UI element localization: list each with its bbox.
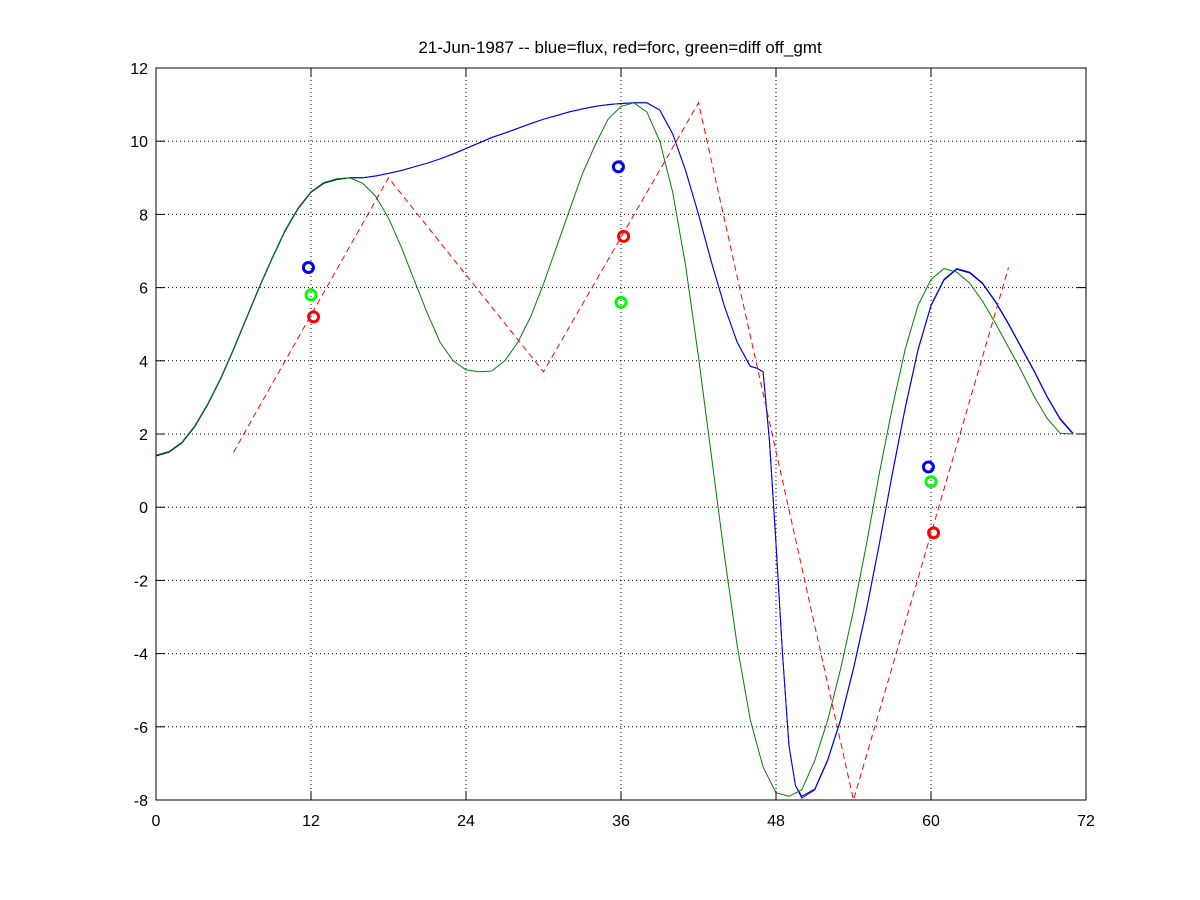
- series-line-2: [155, 102, 1074, 797]
- y-tick-label: 6: [139, 281, 148, 298]
- x-tick-label: 72: [1077, 813, 1095, 830]
- y-tick-label: -4: [134, 647, 148, 664]
- y-tick-label: 10: [130, 134, 148, 151]
- x-tick-label: 48: [767, 813, 785, 830]
- x-tick-label: 24: [457, 813, 475, 830]
- forc-marker: [617, 229, 631, 243]
- y-tick-label: 2: [139, 427, 148, 444]
- y-tick-label: 4: [139, 354, 148, 371]
- y-tick-label: 8: [139, 207, 148, 224]
- y-tick-label: -2: [134, 573, 148, 590]
- x-tick-label: 12: [302, 813, 320, 830]
- marker-group: [301, 160, 941, 540]
- flux-marker: [611, 160, 625, 174]
- y-tick-label: 0: [139, 500, 148, 517]
- x-tick-label: 60: [922, 813, 940, 830]
- flux-marker: [921, 460, 935, 474]
- chart-title: 21-Jun-1987 -- blue=flux, red=forc, gree…: [418, 38, 822, 57]
- diff-marker: [924, 475, 938, 489]
- y-tick-label: -8: [134, 793, 148, 810]
- series-line-3: [233, 101, 1009, 801]
- flux-marker: [301, 260, 315, 274]
- forc-marker: [927, 526, 941, 540]
- x-tick-label: 0: [152, 813, 161, 830]
- y-tick-label: -6: [134, 720, 148, 737]
- grid: [156, 68, 1086, 800]
- series-group: [155, 101, 1074, 801]
- forc-marker: [307, 310, 321, 324]
- x-tick-label: 36: [612, 813, 630, 830]
- diff-marker: [614, 295, 628, 309]
- diff-marker: [304, 288, 318, 302]
- y-tick-label: 12: [130, 61, 148, 78]
